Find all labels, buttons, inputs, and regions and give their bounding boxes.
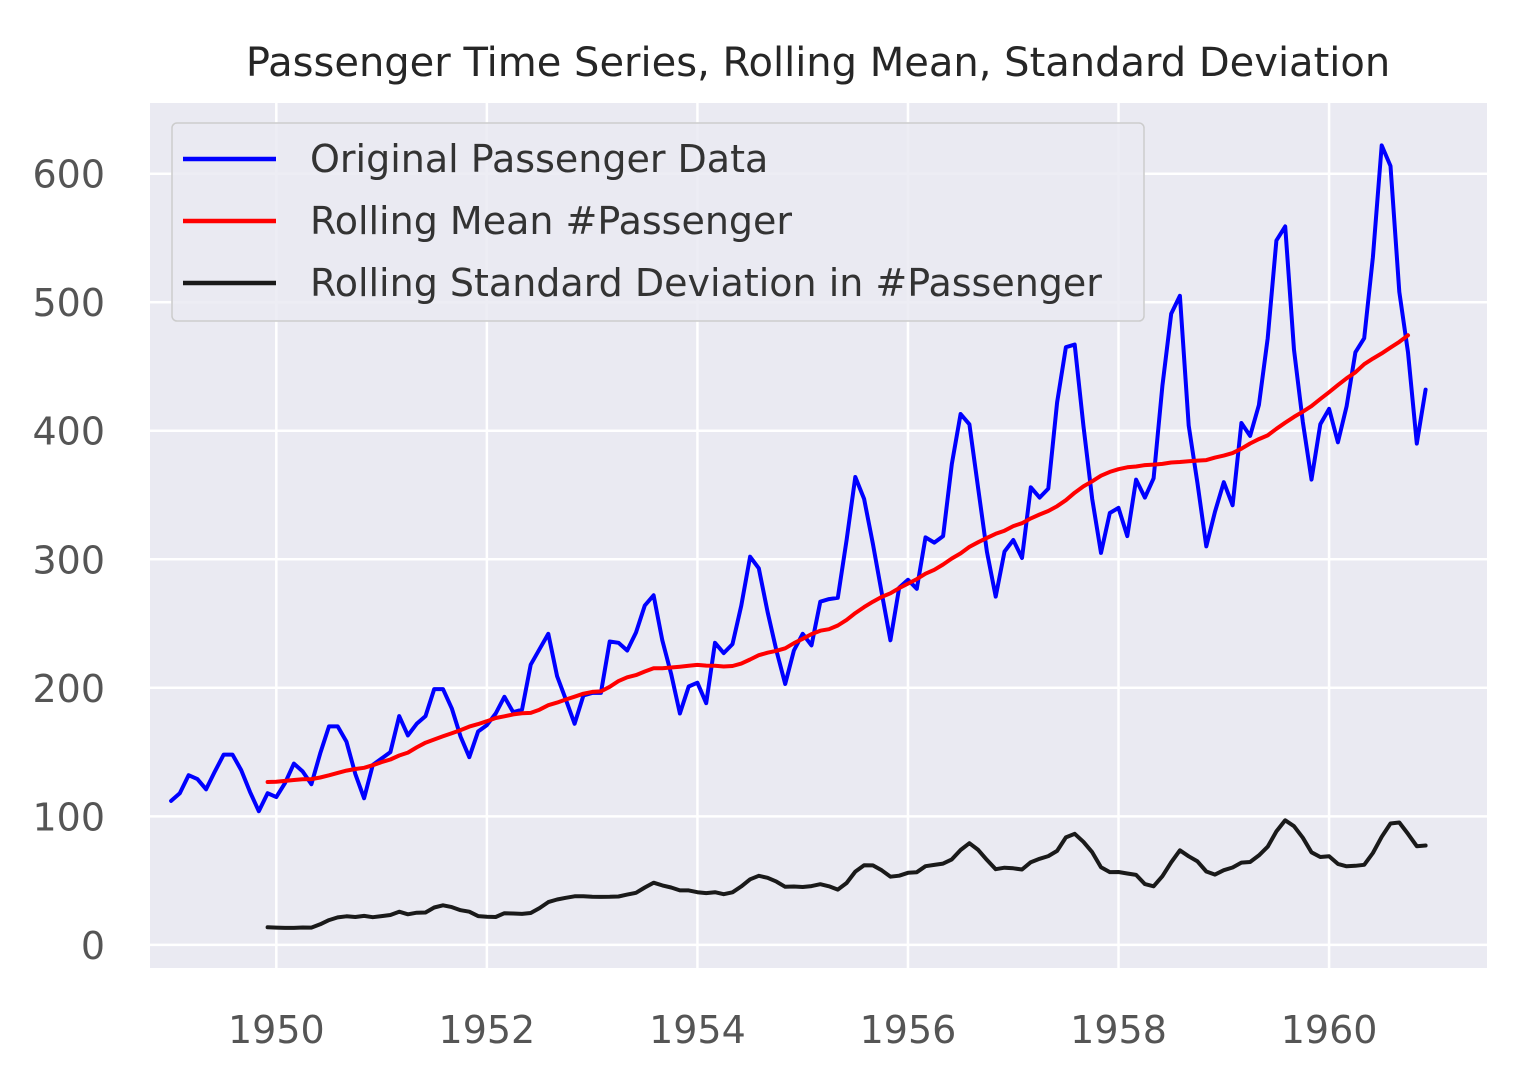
x-axis-ticks: 1950 1952 1954 1956 1958 1960: [228, 1008, 1377, 1052]
x-tick-label: 1952: [439, 1008, 536, 1052]
y-tick-label: 300: [32, 538, 105, 582]
legend-label-rolling-std: Rolling Standard Deviation in #Passenger: [310, 261, 1102, 305]
y-tick-label: 100: [32, 795, 105, 839]
x-tick-label: 1956: [860, 1008, 957, 1052]
legend: Original Passenger Data Rolling Mean #Pa…: [171, 122, 1145, 322]
y-axis-ticks: 0 100 200 300 400 500 600: [32, 153, 105, 968]
y-tick-label: 200: [32, 667, 105, 711]
series-lines: [169, 143, 1428, 930]
legend-label-original: Original Passenger Data: [310, 137, 768, 181]
legend-box: [171, 122, 1145, 322]
x-tick-label: 1960: [1281, 1008, 1378, 1052]
series-line-rolling-std: [265, 818, 1428, 930]
y-tick-label: 600: [32, 153, 105, 197]
legend-label-rolling-mean: Rolling Mean #Passenger: [310, 199, 792, 243]
x-tick-label: 1950: [228, 1008, 325, 1052]
x-tick-label: 1954: [649, 1008, 746, 1052]
x-tick-label: 1958: [1070, 1008, 1167, 1052]
y-tick-label: 400: [32, 410, 105, 454]
y-tick-label: 0: [81, 924, 105, 968]
chart-title: Passenger Time Series, Rolling Mean, Sta…: [246, 40, 1390, 86]
series-line-rolling-mean: [265, 333, 1410, 784]
y-tick-label: 500: [32, 281, 105, 325]
